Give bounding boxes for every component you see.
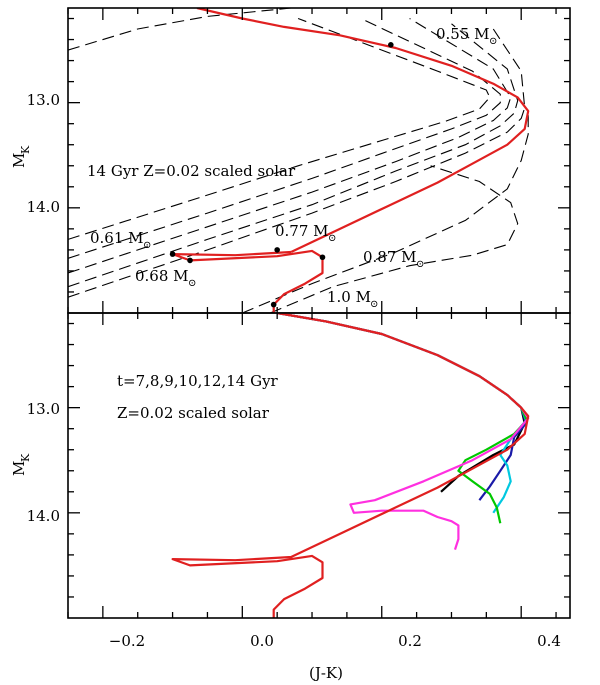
top-dashed-tracks bbox=[68, 8, 529, 313]
xtick-minus-0-2: −0.2 bbox=[109, 632, 145, 650]
mass-label-0-61: 0.61 M bbox=[90, 229, 144, 247]
label-0-61: 0.61 M ⊙ bbox=[90, 229, 151, 251]
mass-label-1-0-sub: ⊙ bbox=[370, 299, 378, 310]
xtick-0-0: 0.0 bbox=[250, 632, 274, 650]
bottom-isochrone-lines bbox=[171, 313, 530, 618]
bottom-line-12-gyr bbox=[277, 313, 530, 550]
mass-point-0-61-m bbox=[169, 251, 176, 257]
label-0-68: 0.68 M ⊙ bbox=[135, 267, 196, 289]
top-ticks bbox=[67, 8, 570, 313]
dashed-track-4 bbox=[68, 18, 501, 259]
mass-point-0-55-m bbox=[388, 42, 394, 48]
mass-label-0-61-sub: ⊙ bbox=[143, 240, 151, 251]
bottom-line-7-gyr bbox=[277, 313, 526, 493]
bottom-panel: 13.0 14.0 −0.2 0.0 0.2 0.4 (J-K) M K t=7… bbox=[10, 312, 571, 682]
top-y-axis-label: M K bbox=[10, 145, 32, 168]
dashed-track-8 bbox=[242, 113, 529, 313]
label-0-55: 0.55 M ⊙ bbox=[436, 25, 497, 47]
bottom-line-10-gyr bbox=[277, 313, 528, 524]
dashed-track-2 bbox=[68, 23, 519, 288]
label-0-77: 0.77 M ⊙ bbox=[275, 222, 336, 244]
top-ytick-13: 13.0 bbox=[27, 91, 60, 109]
top-line-14-gyr bbox=[196, 8, 530, 253]
dashed-track-5 bbox=[68, 17, 491, 240]
mass-label-0-77-sub: ⊙ bbox=[328, 233, 336, 244]
dashed-track-3 bbox=[68, 18, 512, 274]
bottom-ytick-13: 13.0 bbox=[27, 400, 60, 418]
bottom-y-axis-label: M K bbox=[10, 453, 32, 476]
mass-label-0-55-sub: ⊙ bbox=[489, 36, 497, 47]
mass-point-0-77-m bbox=[274, 247, 280, 253]
mass-label-1-0: 1.0 M bbox=[327, 288, 371, 306]
bottom-ticks bbox=[67, 313, 570, 618]
xtick-0-2: 0.2 bbox=[398, 632, 422, 650]
top-y-axis-label-sub: K bbox=[19, 145, 32, 154]
x-axis-label: (J-K) bbox=[309, 664, 343, 682]
top-panel: 13.0 14.0 M K 14 Gyr Z=0.02 scaled solar… bbox=[10, 7, 571, 314]
mass-label-0-77: 0.77 M bbox=[275, 222, 329, 240]
mass-label-0-87-sub: ⊙ bbox=[416, 259, 424, 270]
bottom-y-axis-label-main: M bbox=[10, 461, 28, 476]
top-annotation: 14 Gyr Z=0.02 scaled solar bbox=[87, 162, 296, 180]
top-mass-points bbox=[169, 42, 394, 308]
label-1-0: 1.0 M ⊙ bbox=[327, 288, 378, 310]
bottom-line-9-gyr bbox=[277, 313, 528, 514]
dashed-track-1 bbox=[68, 28, 526, 298]
bottom-ytick-14: 14.0 bbox=[27, 507, 60, 525]
mass-label-0-68: 0.68 M bbox=[135, 267, 189, 285]
xtick-0-4: 0.4 bbox=[537, 632, 561, 650]
bottom-annotation-line1: t=7,8,9,10,12,14 Gyr bbox=[117, 372, 279, 390]
mass-label-0-55: 0.55 M bbox=[436, 25, 490, 43]
bottom-line-14-gyr bbox=[171, 313, 530, 618]
bottom-y-axis-label-sub: K bbox=[19, 453, 32, 462]
dashed-track-7 bbox=[269, 165, 519, 313]
top-y-axis-label-main: M bbox=[10, 153, 28, 168]
bottom-frame bbox=[67, 312, 571, 619]
top-ytick-14: 14.0 bbox=[27, 198, 60, 216]
top-isochrone-lines bbox=[171, 8, 530, 313]
label-0-87: 0.87 M ⊙ bbox=[363, 248, 424, 270]
mass-point-0-68-m bbox=[187, 257, 193, 264]
bottom-annotation-line2: Z=0.02 scaled solar bbox=[117, 404, 270, 422]
mass-point-1-0-m bbox=[270, 301, 277, 308]
mass-point-0-87-m bbox=[319, 254, 326, 261]
dashed-track-6 bbox=[68, 8, 292, 51]
mass-label-0-87: 0.87 M bbox=[363, 248, 417, 266]
mass-label-0-68-sub: ⊙ bbox=[188, 278, 196, 289]
top-line-14-gyr-lower-branch bbox=[171, 249, 324, 313]
